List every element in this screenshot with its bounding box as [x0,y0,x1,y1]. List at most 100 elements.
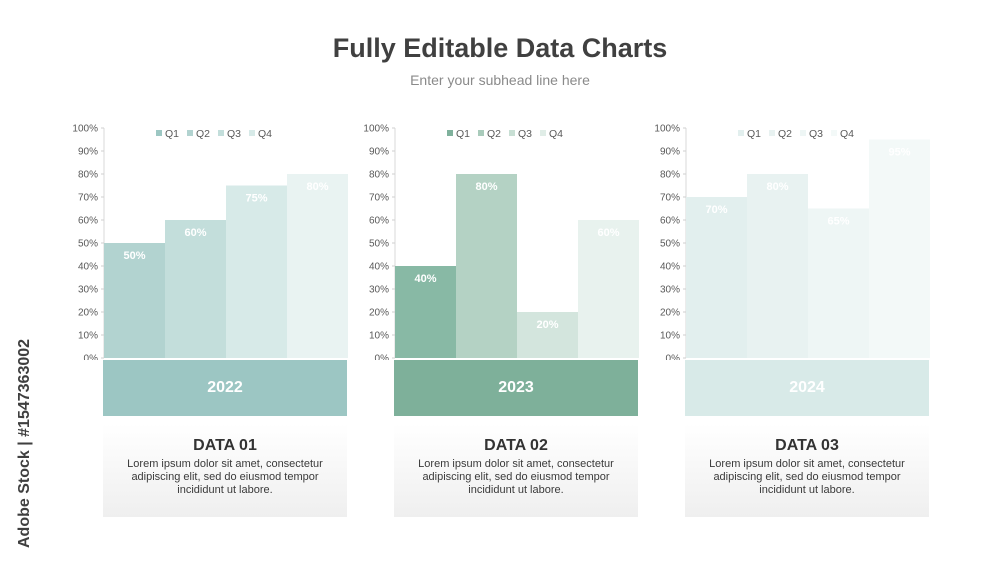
chart-panel-3: 0% 10% 20% 30% 40% 50% 60% 70% 80% 90% 100% 70% 80% 6… [652,118,930,523]
data-label: 80% [306,181,328,193]
info-card-title: DATA 01 [193,437,257,454]
data-label: 60% [184,227,206,239]
data-label: 40% [414,273,436,285]
data-label: 65% [827,216,849,228]
y-tick-label: 90% [78,147,98,158]
legend-label: Q4 [258,128,272,140]
page-title: Fully Editable Data Charts [332,33,668,63]
bar-q4 [287,174,348,358]
legend-swatch [800,130,806,136]
y-tick-label: 40% [369,262,389,273]
info-card-title: DATA 02 [484,437,548,454]
y-tick-label: 30% [660,285,680,296]
info-card-text: Lorem ipsum dolor sit amet, consectetur … [127,458,323,496]
bar-q2 [165,220,226,358]
y-tick-label: 10% [78,331,98,342]
legend-swatch [218,130,224,136]
y-tick-label: 70% [369,193,389,204]
y-tick-label: 0% [666,354,681,361]
legend-swatch [738,130,744,136]
year-bar-2023: 2023 [394,360,638,416]
data-label: 80% [475,181,497,193]
legend-swatch [831,130,837,136]
legend-label: Q2 [196,128,210,140]
info-card-1: DATA 01 Lorem ipsum dolor sit amet, cons… [103,424,347,517]
y-tick-label: 50% [660,239,680,250]
bar-q3 [517,312,578,358]
y-tick-label: 100% [72,124,98,135]
year-bar-2022: 2022 [103,360,347,416]
y-tick-label: 60% [660,216,680,227]
y-tick-label: 60% [78,216,98,227]
bar-q1 [395,266,456,358]
chart-panel-1: 0% 10% 20% 30% 40% 50% 60% 70% 80% 90% 100% 50% 60% 7… [70,118,348,523]
legend-swatch [249,130,255,136]
chart-panel-2: 0% 10% 20% 30% 40% 50% 60% 70% 80% 90% 100% 40% 80% 2… [361,118,639,523]
watermark-text: Adobe Stock | #1547363002 [16,339,33,548]
legend-label: Q4 [840,128,854,140]
legend-label: Q1 [747,128,761,140]
y-tick-label: 30% [369,285,389,296]
bar-q2 [747,174,808,358]
y-tick-label: 40% [78,262,98,273]
legend-swatch [509,130,515,136]
bar-q3 [226,185,287,358]
y-tick-label: 90% [660,147,680,158]
y-tick-label: 80% [78,170,98,181]
bar-q2 [456,174,517,358]
info-card-3: DATA 03 Lorem ipsum dolor sit amet, cons… [685,424,929,517]
info-card-2: DATA 02 Lorem ipsum dolor sit amet, cons… [394,424,638,517]
y-tick-label: 10% [369,331,389,342]
data-label: 95% [888,147,910,159]
legend-label: Q4 [549,128,563,140]
legend-swatch [478,130,484,136]
legend-label: Q2 [487,128,501,140]
y-tick-label: 100% [654,124,680,135]
y-tick-label: 70% [78,193,98,204]
bar-chart-2: 0% 10% 20% 30% 40% 50% 60% 70% 80% 90% 100% 40% 80% 2… [363,124,639,361]
y-tick-label: 10% [660,331,680,342]
y-tick-label: 80% [369,170,389,181]
legend-label: Q3 [227,128,241,140]
y-tick-label: 40% [660,262,680,273]
legend-swatch [540,130,546,136]
year-bar-2024: 2024 [685,360,929,416]
legend-swatch [447,130,453,136]
y-tick-label: 20% [369,308,389,319]
legend-label: Q1 [165,128,179,140]
legend-swatch [187,130,193,136]
info-card-title: DATA 03 [775,437,839,454]
y-tick-label: 0% [375,354,390,361]
bar-q1 [686,197,747,358]
data-label: 60% [597,227,619,239]
y-tick-label: 20% [660,308,680,319]
page-subtitle: Enter your subhead line here [410,72,590,88]
legend-swatch [769,130,775,136]
legend-label: Q2 [778,128,792,140]
legend-label: Q1 [456,128,470,140]
legend-label: Q3 [809,128,823,140]
data-label: 50% [123,250,145,262]
y-tick-label: 50% [78,239,98,250]
y-tick-label: 100% [363,124,389,135]
info-card-text: Lorem ipsum dolor sit amet, consectetur … [709,458,905,496]
y-tick-label: 50% [369,239,389,250]
data-label: 70% [705,204,727,216]
legend-label: Q3 [518,128,532,140]
bar-q4 [578,220,639,358]
data-label: 20% [536,319,558,331]
bar-q3 [808,208,869,358]
y-tick-label: 60% [369,216,389,227]
legend-swatch [156,130,162,136]
y-tick-label: 80% [660,170,680,181]
y-tick-label: 0% [84,354,99,361]
info-card-text: Lorem ipsum dolor sit amet, consectetur … [418,458,614,496]
y-tick-label: 20% [78,308,98,319]
watermark: Adobe Stock | #1547363002 [16,339,33,548]
bar-chart-3: 0% 10% 20% 30% 40% 50% 60% 70% 80% 90% 100% 70% 80% 6… [654,124,930,361]
y-tick-label: 90% [369,147,389,158]
y-tick-label: 30% [78,285,98,296]
data-label: 80% [766,181,788,193]
bar-q1 [104,243,165,358]
data-label: 75% [245,193,267,205]
